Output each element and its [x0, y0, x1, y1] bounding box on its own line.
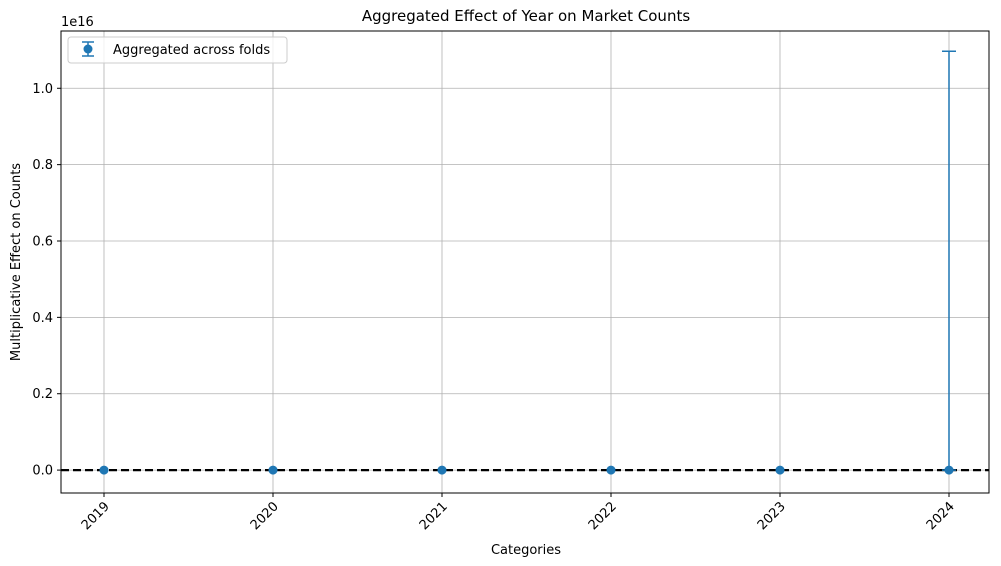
plot-frame — [60, 30, 990, 494]
data-point — [944, 465, 954, 475]
x-tick-label: 2022 — [586, 499, 620, 533]
data-point — [437, 465, 447, 475]
y-tick-label: 0.6 — [32, 235, 53, 250]
data-point — [268, 465, 278, 475]
y-offset-label: 1e16 — [61, 15, 94, 30]
data-point — [775, 465, 785, 475]
y-tick-label: 0.0 — [32, 464, 53, 479]
chart-title: Aggregated Effect of Year on Market Coun… — [362, 7, 691, 25]
y-tick-label: 0.2 — [32, 387, 53, 402]
legend-marker-icon — [83, 44, 93, 54]
legend-label: Aggregated across folds — [113, 43, 270, 58]
ticks: 2019 2020 2021 2022 2023 2024 0.0 0.2 0.4 0.6 0.8 1… — [32, 82, 958, 533]
y-tick-label: 0.4 — [32, 311, 53, 326]
x-axis-label: Categories — [491, 543, 561, 558]
y-tick-label: 1.0 — [32, 82, 53, 97]
legend-box — [67, 36, 288, 64]
data-point — [99, 465, 109, 475]
x-tick-label: 2023 — [755, 499, 789, 533]
x-tick-label: 2021 — [417, 499, 451, 533]
data-point — [606, 465, 616, 475]
x-tick-label: 2024 — [924, 499, 958, 533]
grid — [61, 31, 989, 493]
x-tick-label: 2020 — [248, 499, 282, 533]
data-layer — [99, 50, 956, 475]
legend: Aggregated across folds — [67, 36, 288, 64]
x-tick-label: 2019 — [79, 499, 113, 533]
y-axis-label: Multiplicative Effect on Counts — [9, 163, 24, 361]
y-tick-label: 0.8 — [32, 158, 53, 173]
